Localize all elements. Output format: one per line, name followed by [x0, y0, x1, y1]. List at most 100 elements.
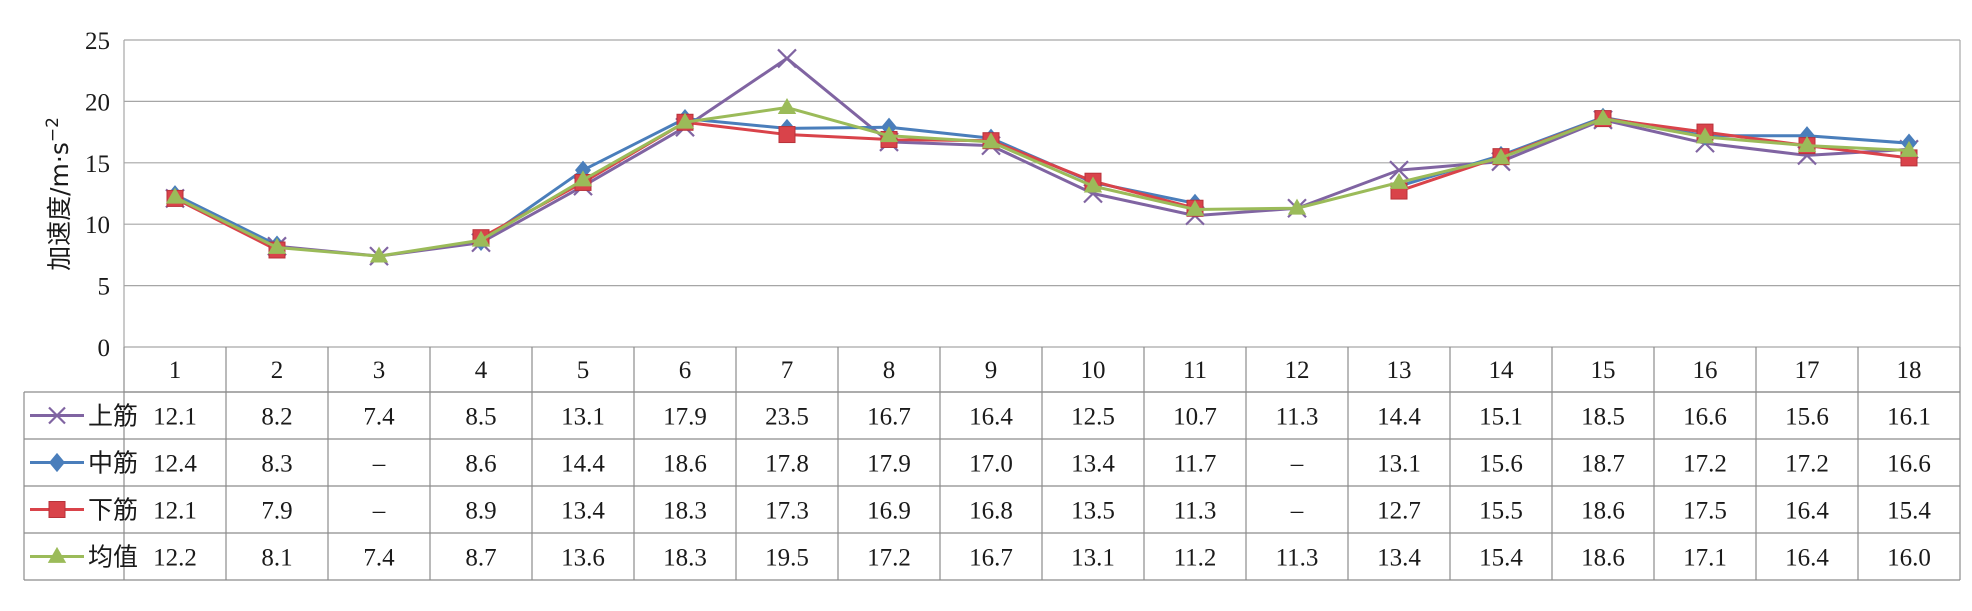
table-cell-value: 15.6 [1479, 451, 1523, 478]
table-cell-value: 7.4 [363, 404, 395, 431]
marker-square [778, 126, 796, 144]
marker-triangle [1695, 127, 1715, 144]
legend-label: 中筋 [88, 449, 138, 478]
series-上筋 [165, 48, 1919, 266]
table-cell-value: 13.4 [1377, 545, 1421, 572]
table-cell-value: 17.9 [867, 451, 911, 478]
table-cell-value: 15.6 [1785, 404, 1829, 431]
data-point [778, 126, 796, 144]
data-point [675, 112, 695, 129]
marker-triangle [1287, 198, 1307, 215]
table-cell-value: – [372, 498, 386, 525]
table-cell-value: 11.3 [1276, 404, 1319, 431]
x-tick-label: 18 [1897, 357, 1922, 384]
legend-entry: 上筋 [30, 402, 138, 431]
table-cell-value: 17.0 [969, 451, 1013, 478]
x-tick-label: 17 [1795, 357, 1820, 384]
table-cell-value: 16.7 [969, 545, 1013, 572]
table-cell-value: 17.3 [765, 498, 809, 525]
x-tick-label: 13 [1387, 357, 1412, 384]
data-point [1695, 127, 1715, 144]
table-cell-value: 15.1 [1479, 404, 1523, 431]
table-cell-value: 17.2 [867, 545, 911, 572]
x-tick-label: 16 [1693, 357, 1718, 384]
table-cell-value: 8.2 [261, 404, 292, 431]
legend-label: 下筋 [88, 496, 138, 525]
marker-triangle [165, 187, 185, 204]
table-cell-value: 15.4 [1887, 498, 1931, 525]
table-cell-value: 16.4 [969, 404, 1013, 431]
table-cell-value: 17.2 [1785, 451, 1829, 478]
y-tick-label: 25 [85, 28, 110, 55]
table-cell-value: 14.4 [561, 451, 605, 478]
series-line [174, 56, 1910, 258]
marker-triangle [47, 546, 67, 563]
y-axis-label: 加速度/m·s−2 [43, 117, 74, 271]
y-tick-label: 10 [85, 212, 110, 239]
x-tick-label: 2 [271, 357, 284, 384]
table-cell-value: 16.0 [1887, 545, 1931, 572]
x-tick-label: 9 [985, 357, 998, 384]
data-point [1593, 108, 1613, 125]
table-cell-value: 8.9 [465, 498, 496, 525]
marker-triangle [1797, 136, 1817, 153]
table-cell-value: 14.4 [1377, 404, 1421, 431]
marker-triangle [573, 170, 593, 187]
data-point [981, 132, 1001, 149]
x-tick-label: 15 [1591, 357, 1616, 384]
y-tick-label: 0 [98, 335, 111, 362]
marker-triangle [1491, 148, 1511, 165]
table-cell-value: 11.3 [1276, 545, 1319, 572]
marker-triangle [1083, 176, 1103, 193]
x-tick-label: 14 [1489, 357, 1515, 384]
data-point [1287, 198, 1307, 215]
table-cell-value: 12.7 [1377, 498, 1421, 525]
marker-triangle [1389, 172, 1409, 189]
legend-entry: 下筋 [30, 496, 138, 525]
table-cell-value: 16.9 [867, 498, 911, 525]
table-cell-value: 16.8 [969, 498, 1013, 525]
legend-label: 上筋 [88, 402, 138, 431]
data-point [1899, 140, 1919, 157]
table-cell-value: 8.1 [261, 545, 292, 572]
data-point [573, 170, 593, 187]
marker-triangle [777, 97, 797, 114]
table-cell-value: 17.5 [1683, 498, 1727, 525]
x-tick-label: 4 [475, 357, 488, 384]
table-cell-value: – [1290, 498, 1304, 525]
table-cell-value: 8.7 [465, 545, 496, 572]
table-cell-value: 12.2 [153, 545, 197, 572]
data-point [1491, 148, 1511, 165]
table-cell-value: 17.1 [1683, 545, 1727, 572]
table-cell-value: 10.7 [1173, 404, 1217, 431]
data-point [1083, 176, 1103, 193]
marker-diamond [49, 452, 65, 473]
table-cell-value: 16.4 [1785, 498, 1829, 525]
data-point [1389, 160, 1409, 180]
series-line [174, 106, 1910, 258]
marker-x [777, 48, 797, 69]
table-cell-value: 15.4 [1479, 545, 1523, 572]
table-cell-value: 17.9 [663, 404, 707, 431]
table-cell-value: 12.1 [153, 404, 197, 431]
table-cell-value: 12.4 [153, 451, 197, 478]
marker-triangle [267, 237, 287, 254]
table-cell-value: 13.6 [561, 545, 605, 572]
y-axis-ticks: 0 5 10 15 20 25 [85, 28, 110, 362]
marker-triangle [471, 230, 491, 247]
y-tick-label: 5 [98, 274, 111, 301]
x-tick-label: 5 [577, 357, 590, 384]
x-tick-label: 3 [373, 357, 386, 384]
data-point [1185, 199, 1205, 216]
x-tick-label: 7 [781, 357, 794, 384]
table-cell-value: – [372, 451, 386, 478]
data-point [777, 97, 797, 114]
x-tick-label: 11 [1183, 357, 1207, 384]
data-point [165, 187, 185, 204]
x-tick-label: 1 [169, 357, 182, 384]
table-cell-value: 13.1 [561, 404, 605, 431]
table-cell-value: 13.1 [1377, 451, 1421, 478]
table-cell-value: 8.6 [465, 451, 496, 478]
